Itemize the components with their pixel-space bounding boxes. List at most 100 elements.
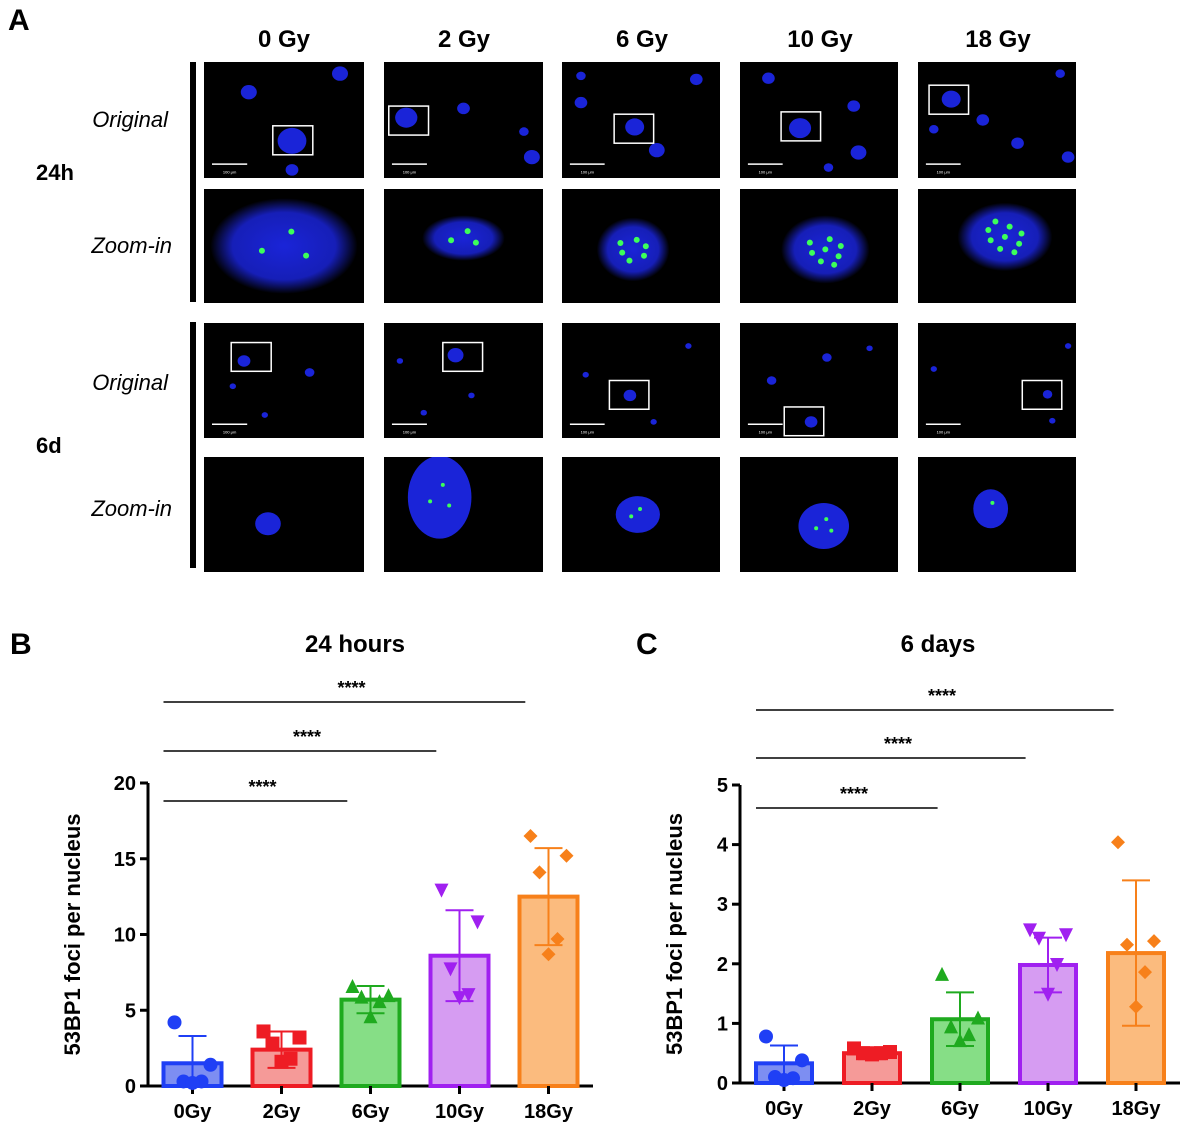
- chart-title: 6 days: [901, 631, 976, 658]
- data-point-18Gy: [559, 848, 574, 863]
- data-point-6Gy: [935, 966, 949, 981]
- nucleus: [615, 496, 660, 533]
- micrograph-24h-zoom-0-image: [210, 198, 358, 294]
- focus: [288, 228, 295, 235]
- roi-box: [928, 84, 970, 115]
- nucleus: [650, 419, 657, 425]
- focus: [619, 249, 626, 256]
- data-point-0Gy: [777, 1073, 791, 1088]
- focus: [1016, 240, 1023, 247]
- nucleus: [822, 353, 832, 362]
- data-point-2Gy: [292, 1030, 307, 1045]
- nucleus: [1049, 417, 1056, 424]
- row-label-24h-original: Original: [92, 107, 168, 132]
- micrograph-6d-zoom-0-image: [255, 512, 281, 536]
- focus: [626, 257, 633, 264]
- focus: [997, 245, 1004, 252]
- nucleus: [866, 345, 873, 352]
- panel-a-letter: A: [8, 4, 30, 37]
- micrograph-6d-original-4-image: 100 μm: [925, 343, 1072, 434]
- data-point-6Gy: [962, 1027, 976, 1042]
- micrograph-24h-original-1-image: 100 μm: [388, 102, 540, 174]
- micrograph-24h-zoom-2-image: [596, 217, 670, 282]
- nucleus: [685, 343, 692, 349]
- nucleus: [929, 125, 939, 134]
- nucleus: [804, 416, 818, 428]
- data-point-10Gy: [1050, 957, 1064, 972]
- micrograph-6d-zoom-1: [384, 457, 543, 572]
- chart-6-days: 6 days 53BP1 foci per nucleus 0 1 2 3 4 5 **** **…: [662, 631, 1180, 1120]
- micrograph-6d-original-4: 100 μm: [918, 323, 1076, 438]
- focus: [1006, 223, 1013, 230]
- y-axis-label: 53BP1 foci per nucleus: [662, 813, 687, 1055]
- focus: [258, 247, 265, 254]
- nucleus: [930, 366, 937, 372]
- roi-box: [1021, 379, 1063, 410]
- nucleus: [277, 127, 307, 154]
- focus: [633, 236, 640, 243]
- nucleus: [447, 348, 464, 363]
- y-tick-label: 3: [717, 894, 728, 916]
- focus: [837, 243, 844, 249]
- group-bracket-24h: [190, 62, 196, 302]
- data-point-10Gy: [470, 915, 485, 930]
- focus: [629, 514, 634, 519]
- x-tick-label: 10Gy: [1024, 1098, 1074, 1120]
- micrograph-24h-original-4: 100 μm: [918, 62, 1076, 178]
- micrograph-24h-original-3: 100 μm: [740, 62, 898, 178]
- data-point-10Gy: [1032, 931, 1046, 946]
- data-point-18Gy: [532, 865, 547, 880]
- data-point-2Gy: [265, 1036, 280, 1051]
- focus: [824, 517, 829, 522]
- nucleus: [574, 96, 588, 109]
- nucleus: [304, 368, 315, 377]
- x-tick-label: 0Gy: [174, 1101, 213, 1123]
- x-tick-label: 18Gy: [524, 1101, 574, 1123]
- data-point-0Gy: [203, 1057, 218, 1072]
- x-tick-label: 10Gy: [435, 1101, 485, 1123]
- roi-box: [780, 111, 822, 142]
- focus: [464, 228, 471, 235]
- data-point-6Gy: [944, 1019, 958, 1034]
- y-tick-label: 0: [717, 1073, 728, 1095]
- nucleus: [766, 376, 777, 385]
- focus: [987, 237, 994, 244]
- nucleus: [261, 412, 268, 418]
- data-point-18Gy: [541, 947, 556, 962]
- dose-header-18: 18 Gy: [965, 26, 1031, 53]
- focus: [303, 252, 310, 259]
- nucleus: [1042, 390, 1053, 399]
- nucleus: [237, 355, 251, 367]
- data-point-6Gy: [354, 989, 369, 1004]
- bar-6Gy: [339, 997, 402, 1088]
- nucleus: [255, 512, 281, 536]
- data-point-2Gy: [865, 1047, 879, 1062]
- data-point-10Gy: [1059, 928, 1073, 943]
- scale-bar-label: 100 μm: [581, 169, 595, 174]
- focus: [1001, 233, 1008, 240]
- nucleus: [1011, 137, 1024, 149]
- data-point-18Gy: [523, 829, 538, 844]
- focus: [990, 500, 995, 505]
- dose-header-10: 10 Gy: [787, 26, 853, 53]
- y-tick-label: 5: [125, 1000, 136, 1022]
- data-point-18Gy: [1129, 999, 1143, 1014]
- nucleus: [625, 118, 645, 136]
- micrograph-24h-original-2: 100 μm: [562, 62, 720, 178]
- data-point-10Gy: [452, 991, 467, 1006]
- nucleus: [798, 503, 850, 549]
- micrograph-24h-original-1: 100 μm: [384, 62, 543, 178]
- micrograph-24h-zoom-3-image: [781, 215, 870, 284]
- focus: [822, 246, 829, 253]
- micrograph-24h-original-0-image: 100 μm: [212, 66, 348, 176]
- timepoint-label-24h: 24h: [36, 160, 74, 185]
- roi-box: [613, 113, 655, 144]
- roi-box: [230, 341, 272, 373]
- data-point-18Gy: [1138, 965, 1152, 980]
- data-point-6Gy: [971, 1010, 985, 1025]
- micrograph-6d-original-3-image: 100 μm: [747, 345, 873, 437]
- data-point-6Gy: [372, 994, 387, 1009]
- nucleus: [823, 163, 834, 172]
- nucleus: [976, 114, 990, 126]
- roi-box: [608, 379, 650, 410]
